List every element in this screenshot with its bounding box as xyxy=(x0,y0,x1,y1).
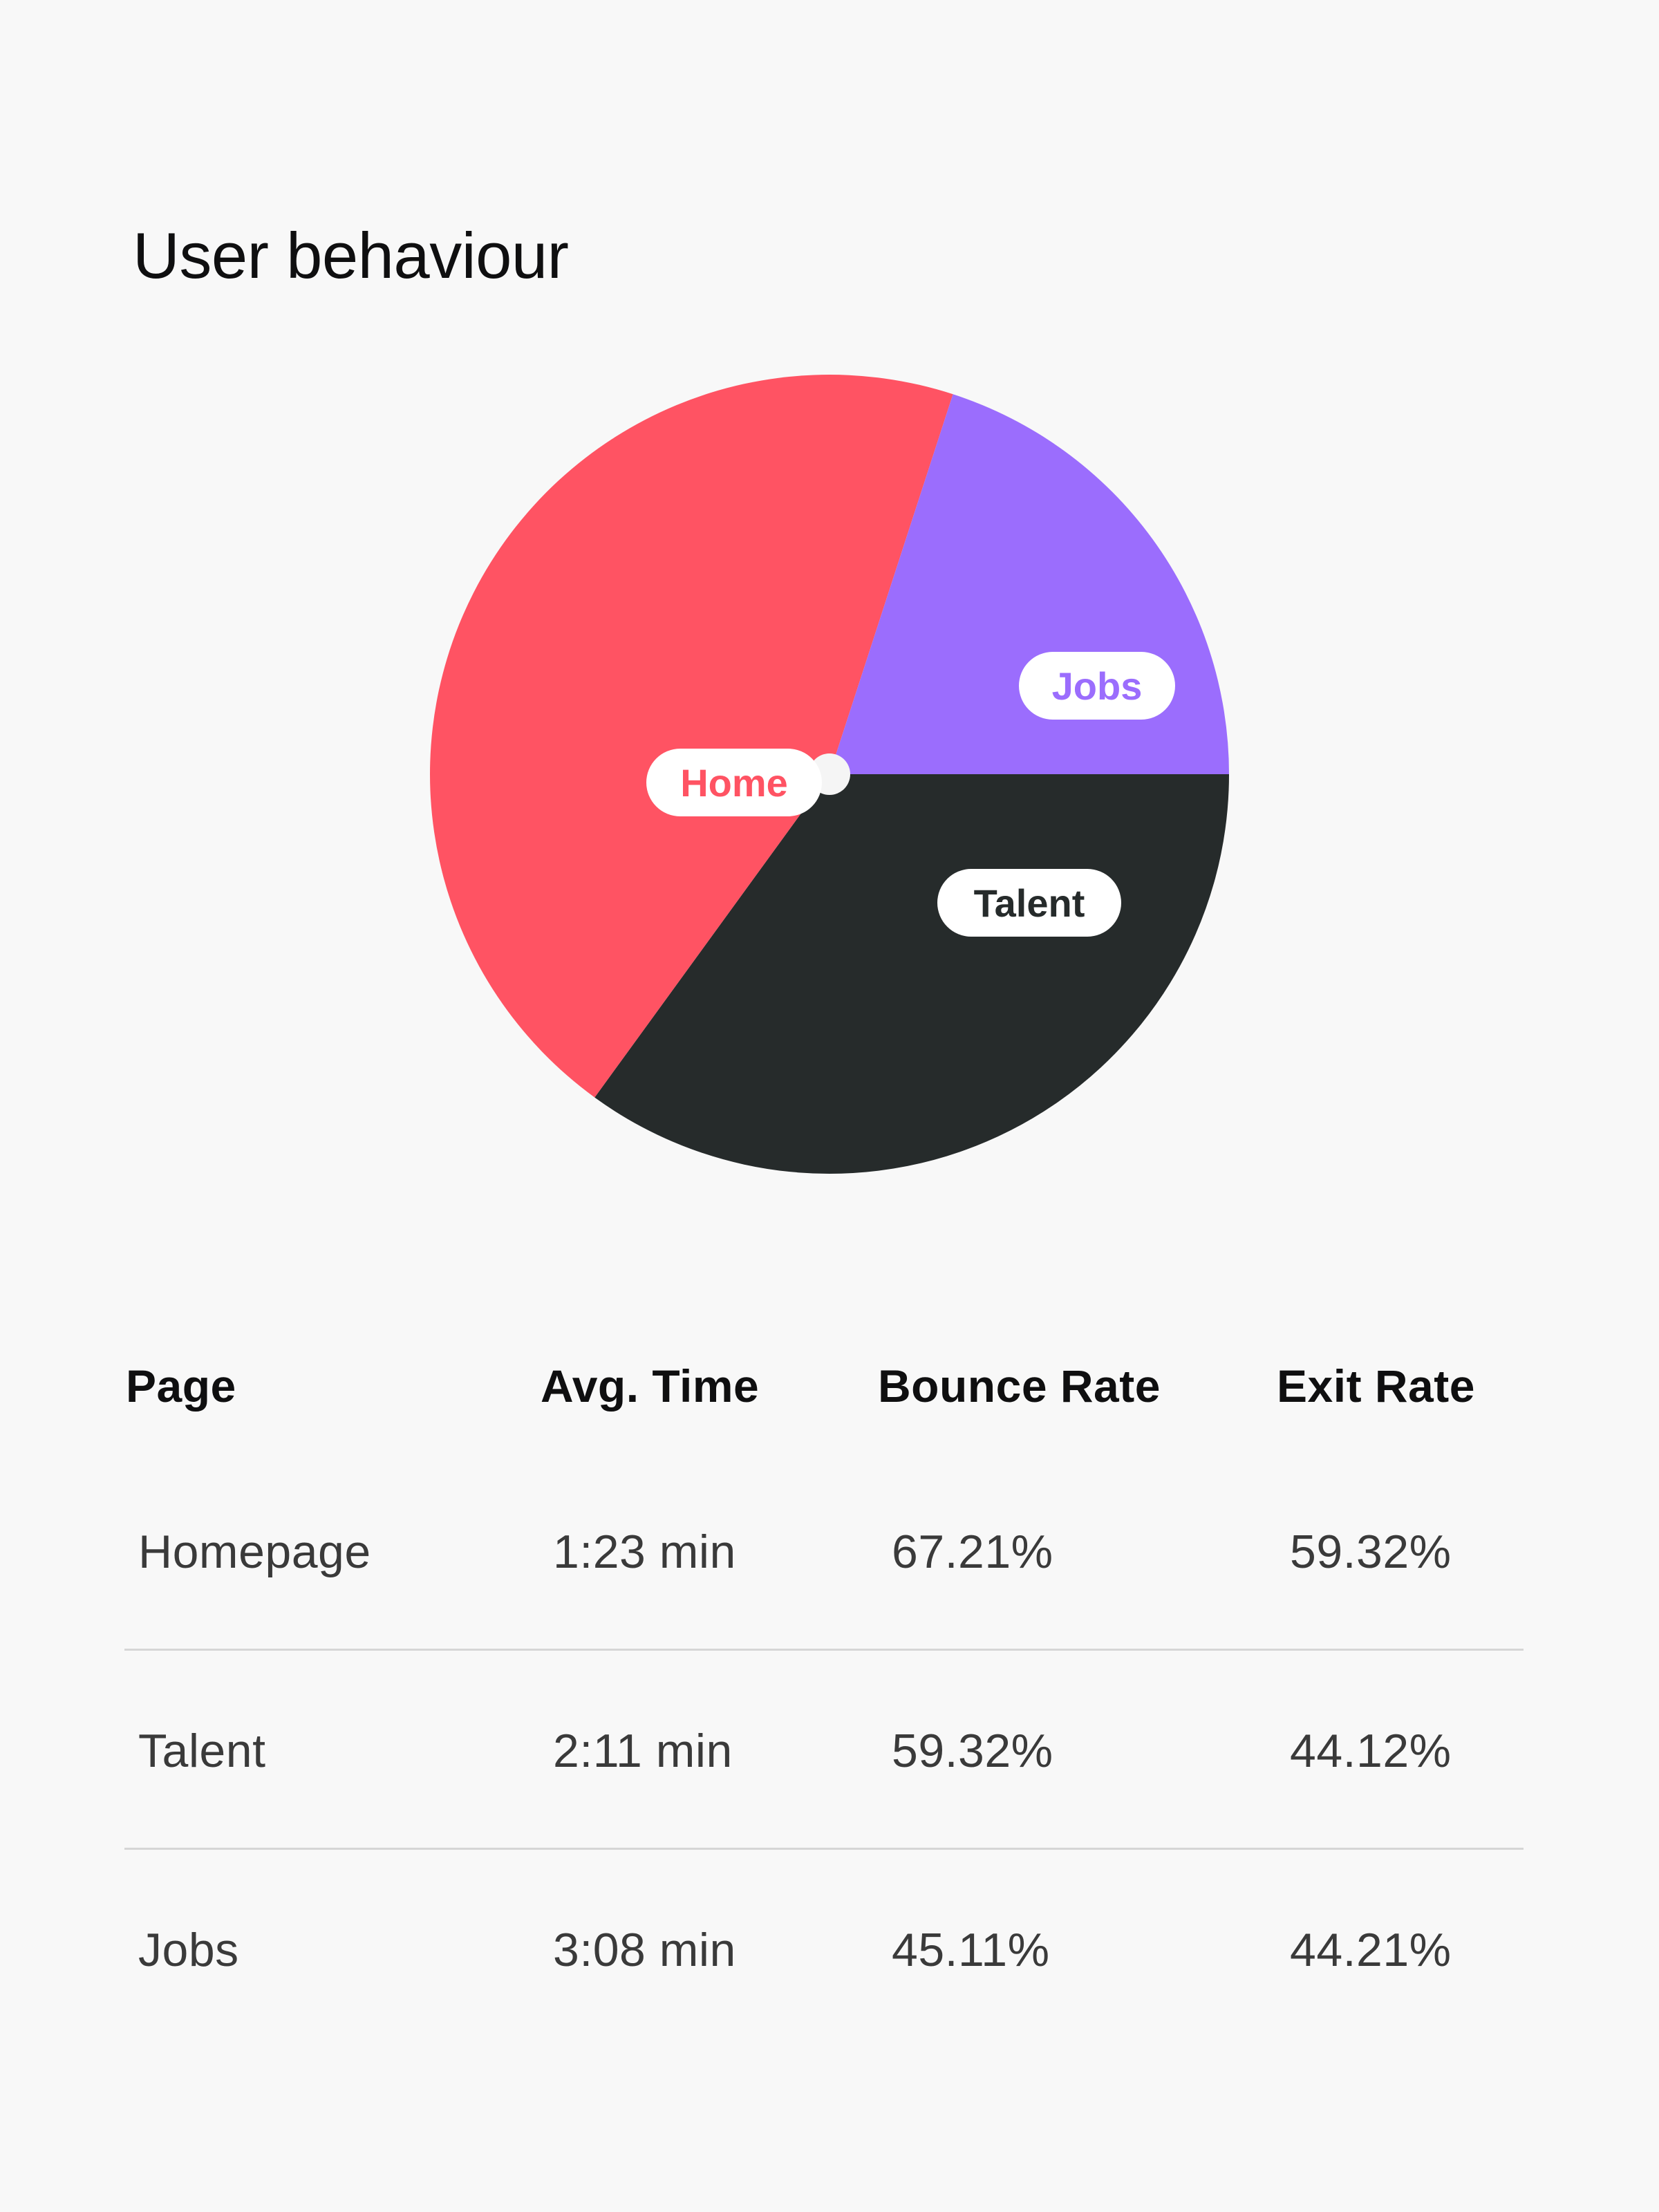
slice-label-talent: Talent xyxy=(937,869,1121,937)
cell-bounce-rate: 67.21% xyxy=(892,1526,1053,1578)
pie-slice-home xyxy=(430,375,953,1098)
cell-page: Jobs xyxy=(138,1924,239,1976)
slice-label-text: Talent xyxy=(974,881,1085,925)
cell-page: Talent xyxy=(138,1725,266,1777)
user-behaviour-table: Page Avg. Time Bounce Rate Exit Rate Hom… xyxy=(124,1355,1524,1976)
slice-label-jobs: Jobs xyxy=(1019,652,1175,720)
table-header: Page Avg. Time Bounce Rate Exit Rate xyxy=(124,1355,1524,1417)
cell-exit-rate: 44.21% xyxy=(1290,1924,1452,1976)
pie-chart: Home Jobs Talent xyxy=(415,366,1244,1196)
slice-label-text: Jobs xyxy=(1052,664,1143,708)
header-page: Page xyxy=(126,1360,236,1412)
slice-label-pill xyxy=(937,869,1121,937)
pie-chart-svg: Home Jobs Talent xyxy=(430,375,1229,1174)
slice-label-home: Home xyxy=(646,749,822,816)
table-row: Jobs 3:08 min 45.11% 44.21% xyxy=(124,1850,1524,2049)
header-bounce-rate: Bounce Rate xyxy=(878,1360,1161,1412)
cell-bounce-rate: 45.11% xyxy=(892,1924,1050,1976)
slice-label-pill xyxy=(1019,652,1175,720)
table-row: Homepage 1:23 min 67.21% 59.32% xyxy=(124,1452,1524,1651)
cell-exit-rate: 59.32% xyxy=(1290,1526,1452,1578)
table-row: Talent 2:11 min 59.32% 44.12% xyxy=(124,1651,1524,1850)
chart-title: User behaviour xyxy=(133,219,569,292)
cell-avg-time: 2:11 min xyxy=(553,1725,733,1777)
slice-label-text: Home xyxy=(680,761,788,805)
cell-avg-time: 1:23 min xyxy=(553,1526,736,1578)
table-body: Homepage 1:23 min 67.21% 59.32% Talent 2… xyxy=(124,1452,1524,2049)
header-avg-time: Avg. Time xyxy=(541,1360,760,1412)
cell-exit-rate: 44.12% xyxy=(1290,1725,1452,1777)
cell-bounce-rate: 59.32% xyxy=(892,1725,1053,1777)
cell-avg-time: 3:08 min xyxy=(553,1924,736,1976)
cell-page: Homepage xyxy=(138,1526,371,1578)
header-exit-rate: Exit Rate xyxy=(1277,1360,1475,1412)
slice-label-pill xyxy=(646,749,822,816)
